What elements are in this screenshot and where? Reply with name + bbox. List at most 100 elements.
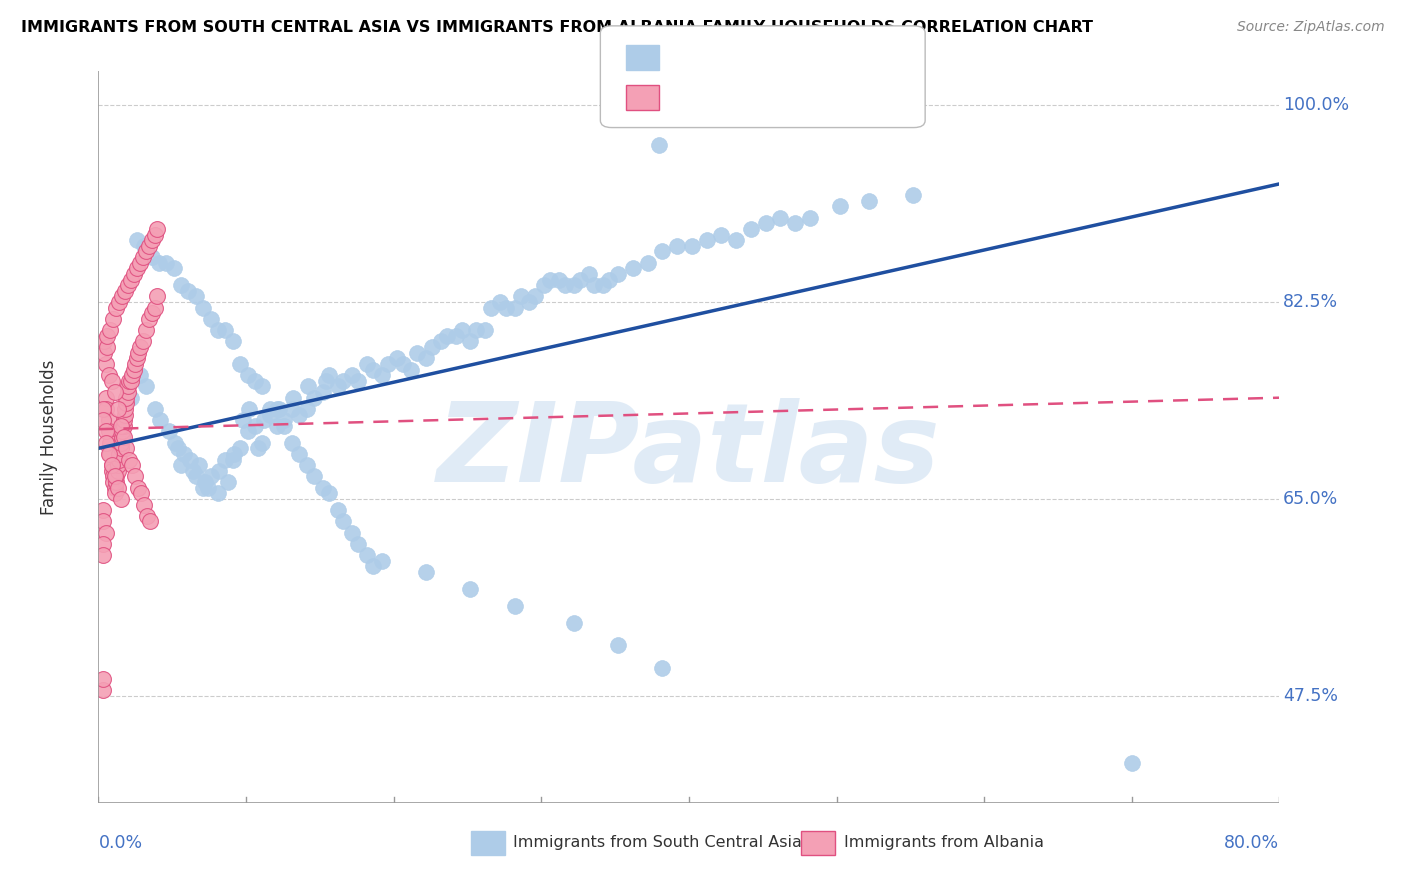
Point: [197, 481, 219, 495]
Point: [460, 334, 482, 349]
Point: [107, 464, 129, 478]
Text: 0.325: 0.325: [707, 48, 762, 66]
Point: [91, 537, 114, 551]
Point: [538, 272, 561, 286]
Point: [503, 301, 526, 315]
Point: [1121, 756, 1143, 771]
Point: [214, 452, 236, 467]
Point: [139, 515, 162, 529]
Point: [267, 401, 290, 416]
Point: [121, 458, 143, 473]
Point: [828, 199, 851, 213]
Point: [127, 481, 149, 495]
Point: [598, 272, 620, 286]
Point: [97, 413, 120, 427]
Point: [107, 481, 129, 495]
Point: [129, 486, 152, 500]
Point: [217, 475, 239, 489]
Point: [110, 491, 132, 506]
Point: [138, 312, 160, 326]
Point: [93, 334, 115, 349]
Point: [97, 447, 120, 461]
Text: 0.0%: 0.0%: [98, 834, 142, 853]
Point: [165, 435, 187, 450]
Point: [112, 418, 135, 433]
Point: [115, 396, 138, 410]
Point: [91, 683, 114, 698]
Point: [104, 481, 127, 495]
Point: [232, 413, 254, 427]
Point: [318, 368, 340, 383]
Point: [222, 334, 245, 349]
Point: [94, 425, 117, 439]
Point: [430, 334, 453, 349]
Point: [607, 638, 630, 652]
Point: [315, 374, 337, 388]
Point: [281, 401, 304, 416]
Point: [252, 435, 274, 450]
Point: [94, 525, 117, 540]
Point: [96, 340, 118, 354]
Point: [858, 194, 880, 208]
Point: [143, 227, 166, 242]
Point: [295, 401, 318, 416]
Point: [141, 250, 163, 264]
Point: [651, 661, 673, 675]
Point: [785, 216, 807, 230]
Point: [503, 599, 526, 613]
Point: [135, 244, 157, 259]
Point: [509, 289, 531, 303]
Point: [94, 435, 117, 450]
Point: [94, 401, 117, 416]
Point: [681, 239, 703, 253]
Point: [107, 401, 129, 416]
Point: [415, 565, 437, 579]
Point: [114, 408, 136, 422]
Point: [361, 362, 384, 376]
Point: [648, 137, 671, 152]
Point: [222, 452, 245, 467]
Point: [548, 272, 571, 286]
Point: [283, 391, 305, 405]
Point: [103, 312, 125, 326]
Point: [104, 469, 127, 483]
Point: [170, 278, 193, 293]
Point: [554, 278, 576, 293]
Point: [157, 425, 180, 439]
Point: [128, 255, 150, 269]
Point: [295, 458, 318, 473]
Point: [474, 323, 496, 337]
Point: [125, 233, 148, 247]
Point: [120, 272, 142, 286]
Point: [93, 345, 115, 359]
Text: N =: N =: [766, 87, 806, 105]
Point: [128, 340, 150, 354]
Point: [91, 515, 114, 529]
Text: Immigrants from Albania: Immigrants from Albania: [844, 836, 1043, 850]
Point: [385, 351, 408, 366]
Point: [266, 401, 288, 416]
Point: [100, 458, 122, 473]
Point: [98, 323, 121, 337]
Point: [246, 442, 269, 456]
Point: [356, 548, 378, 562]
Point: [450, 323, 472, 337]
Point: [138, 239, 160, 253]
Point: [533, 278, 555, 293]
Point: [326, 503, 349, 517]
Point: [155, 255, 177, 269]
Point: [110, 418, 132, 433]
Point: [229, 357, 252, 371]
Point: [288, 447, 311, 461]
Point: [98, 435, 121, 450]
Point: [163, 261, 186, 276]
Point: [229, 442, 252, 456]
Point: [105, 475, 128, 489]
Point: [252, 379, 274, 393]
Point: [755, 216, 778, 230]
Text: Immigrants from South Central Asia: Immigrants from South Central Asia: [513, 836, 801, 850]
Point: [332, 515, 354, 529]
Point: [243, 418, 266, 433]
Text: N =: N =: [766, 48, 806, 66]
Point: [436, 328, 458, 343]
